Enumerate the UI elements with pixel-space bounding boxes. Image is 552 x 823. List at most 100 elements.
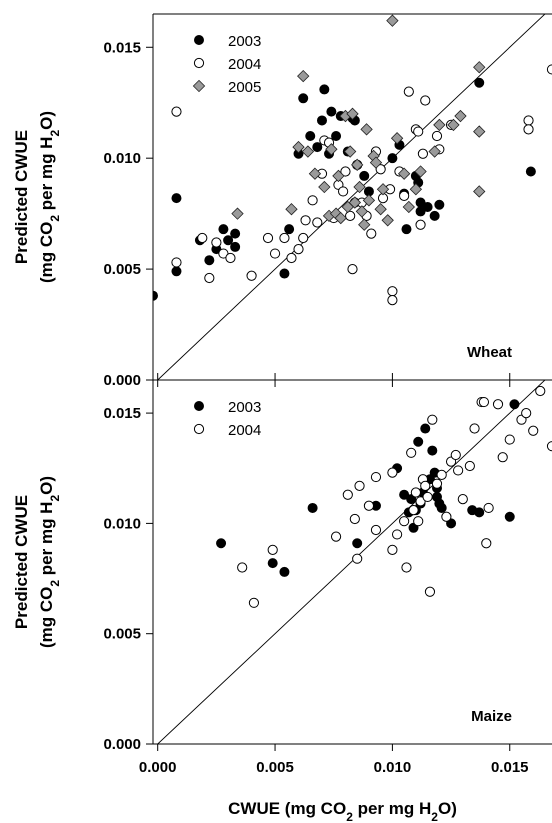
one-to-one-line [157, 380, 546, 744]
data-point [387, 467, 398, 478]
data-point [401, 224, 412, 235]
y-tick-label: 0.000 [103, 372, 141, 389]
subscript: 2 [48, 495, 62, 502]
data-point [366, 228, 377, 239]
panel-maize: 0.000 0.005 0.010 0.015 0.000 0.005 0.010 0.015… [12, 379, 552, 823]
label-fragment: (mg CO [37, 222, 56, 283]
data-point [204, 272, 215, 284]
data-point [474, 507, 485, 518]
data-point [308, 167, 322, 180]
data-point [312, 142, 323, 153]
data-point [420, 95, 431, 106]
data-point [262, 232, 274, 244]
series-2004 [237, 385, 552, 608]
data-point [504, 434, 515, 445]
data-point [413, 516, 424, 527]
data-point [402, 200, 415, 214]
data-point [362, 194, 376, 207]
data-point [349, 513, 360, 525]
data-point [386, 14, 399, 27]
subscript: 2 [48, 580, 62, 587]
data-point [424, 586, 436, 597]
x-axis-title: CWUE (mg CO2 per mg H2O) [228, 799, 457, 823]
data-point [409, 183, 423, 196]
data-point [225, 252, 236, 264]
data-point [248, 597, 260, 608]
data-point [369, 156, 383, 169]
data-point [293, 244, 304, 255]
data-point [403, 86, 414, 97]
data-point [298, 232, 309, 244]
legend-label: 2005 [228, 79, 261, 96]
data-point [399, 489, 410, 500]
data-point [387, 153, 398, 164]
data-point [525, 166, 536, 177]
data-point [345, 210, 356, 221]
data-point [433, 118, 446, 132]
data-point [523, 115, 534, 126]
panel-label: Maize [471, 708, 512, 725]
data-point [457, 494, 468, 505]
data-point [279, 232, 290, 244]
legend-label: 2003 [228, 399, 261, 416]
data-point [390, 132, 404, 145]
data-point [427, 414, 438, 425]
label-fragment: per mg H [37, 502, 56, 580]
data-point [376, 183, 390, 196]
data-point [414, 165, 427, 178]
data-point [399, 516, 410, 527]
y-tick-label: 0.005 [103, 626, 141, 643]
data-point [521, 407, 532, 419]
y-axis-title-line1: Predicted CWUE [12, 130, 31, 264]
data-point [171, 257, 182, 268]
data-point [509, 399, 520, 410]
legend-marker-2004 [193, 423, 205, 435]
data-point [298, 93, 309, 104]
data-point [347, 263, 358, 275]
label-fragment: per mg H [37, 137, 56, 215]
data-point [450, 449, 461, 461]
x-tick-label: 0.010 [374, 759, 412, 776]
data-point [474, 77, 485, 88]
label-fragment: O) [37, 476, 56, 495]
data-point [153, 290, 158, 301]
data-point [218, 224, 229, 235]
x-tick-label: 0.015 [491, 759, 529, 776]
data-point [410, 487, 421, 498]
data-point [431, 130, 443, 142]
subscript: 2 [431, 810, 438, 823]
data-point [285, 203, 298, 216]
data-point [216, 538, 227, 549]
legend: 2003 2004 2005 [192, 33, 261, 96]
data-point [381, 214, 394, 227]
legend-label: 2004 [228, 56, 261, 73]
data-points [153, 14, 552, 306]
legend: 2003 2004 [193, 399, 261, 439]
data-point [415, 206, 426, 217]
data-point [354, 480, 365, 491]
data-point [223, 235, 234, 246]
data-point [171, 193, 182, 204]
data-point [481, 538, 492, 549]
data-point [391, 529, 403, 540]
data-point [279, 268, 290, 279]
legend-marker-2005 [192, 79, 206, 93]
data-point [338, 186, 349, 197]
data-point [360, 123, 373, 136]
y-tick-label: 0.010 [103, 150, 141, 167]
y-axis-title-line2: (mg CO2 per mg H2O) [37, 476, 62, 648]
data-point [312, 217, 323, 228]
data-point [231, 207, 244, 220]
data-point [286, 252, 297, 264]
data-point [352, 538, 363, 549]
data-point [436, 502, 447, 513]
data-point [171, 266, 182, 277]
data-point [478, 396, 490, 408]
data-point [399, 190, 410, 201]
data-point [305, 130, 316, 141]
data-point [307, 502, 318, 513]
data-point [401, 562, 412, 573]
data-point [497, 452, 508, 463]
data-point [342, 489, 353, 500]
data-point [428, 145, 441, 158]
